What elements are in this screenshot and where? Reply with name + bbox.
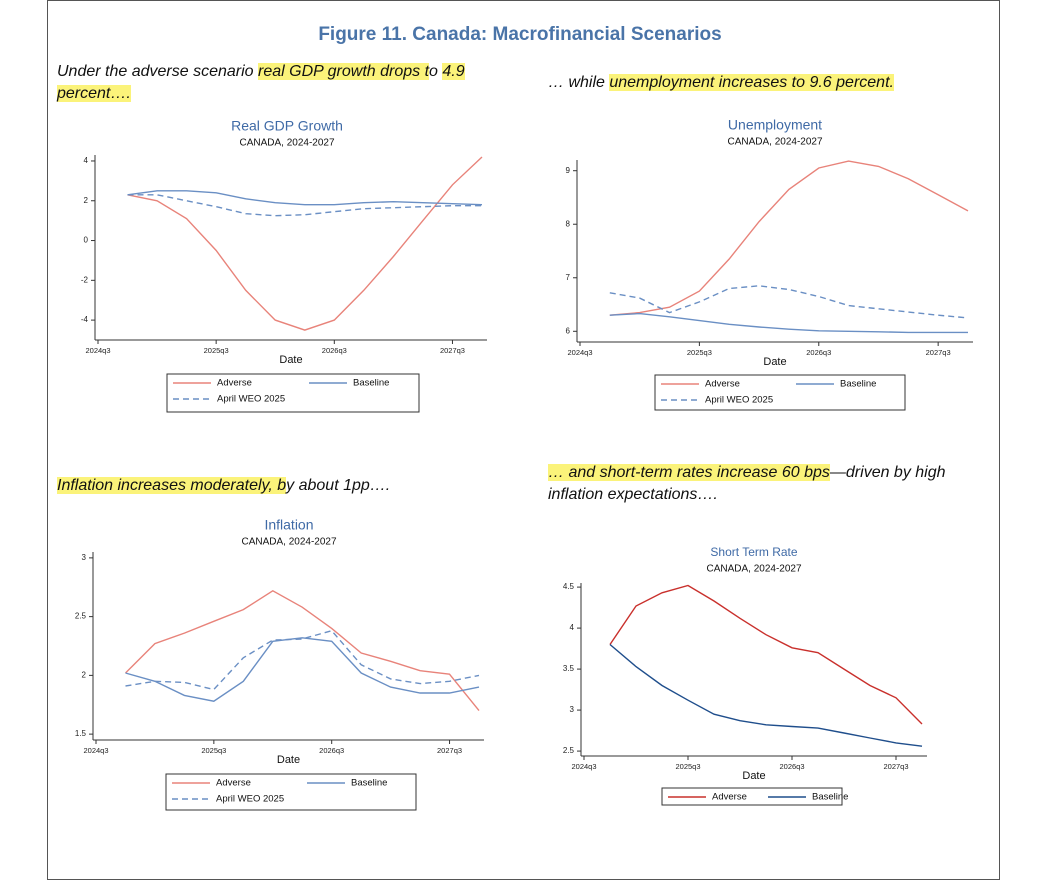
series-line [609,160,969,316]
y-tick-label: 2.5 [75,612,87,621]
x-tick-label: 2026q3 [806,348,831,357]
chart-subtitle: CANADA, 2024-2027 [706,564,801,575]
chart-subtitle: CANADA, 2024-2027 [241,537,336,548]
x-tick-label: 2026q3 [319,746,344,755]
x-tick-label: 2024q3 [83,746,108,755]
series-line [125,589,480,712]
x-tick-label: 2025q3 [675,762,700,771]
legend-label: April WEO 2025 [705,395,773,406]
caption: … and short-term rates increase 60 bps—d… [548,462,968,506]
legend-box [654,374,906,411]
caption-segment: … while [548,74,610,91]
x-tick-label: 2027q3 [437,746,462,755]
x-tick-label: 2025q3 [201,746,226,755]
y-tick-label: 9 [566,166,571,175]
y-tick-label: 8 [566,219,571,228]
series-line [609,285,969,319]
y-tick-label: 2 [82,670,87,679]
caption-segment: Under the adverse scenario [57,63,258,80]
figure-title: Figure 11. Canada: Macrofinancial Scenar… [318,24,722,45]
x-tick-label: 2025q3 [204,346,229,355]
caption-segment: real GDP growth drops t [258,63,430,80]
y-tick-label: 2.5 [563,746,575,755]
caption: Under the adverse scenario real GDP grow… [57,61,497,105]
x-tick-label: 2025q3 [687,348,712,357]
x-tick-label: 2024q3 [85,346,110,355]
series-line [127,190,483,206]
series-line [609,312,968,334]
y-tick-label: 7 [566,273,571,282]
legend-label: Baseline [812,792,848,803]
legend-box [165,773,417,811]
legend-label: April WEO 2025 [216,794,284,805]
chart-subtitle: CANADA, 2024-2027 [239,138,334,149]
legend-label: Baseline [351,778,387,789]
caption-segment: … and short-term rates increase 60 bps [548,464,830,481]
series-line [609,643,923,747]
series-line [125,629,480,691]
x-tick-label: 2027q3 [883,762,908,771]
y-tick-label: -4 [81,315,89,324]
x-tick-label: 2026q3 [322,346,347,355]
y-tick-label: 3.5 [563,664,575,673]
legend-box [661,787,843,806]
chart-title: Unemployment [728,117,822,133]
legend-label: Baseline [840,379,876,390]
x-tick-label: 2027q3 [926,348,951,357]
chart-title: Inflation [264,517,313,533]
y-tick-label: 3 [570,705,575,714]
legend-label: Adverse [216,778,251,789]
caption-segment: —driven by high inflation expectations…. [548,464,946,503]
y-tick-label: 4 [84,156,89,165]
y-tick-label: -2 [81,275,89,284]
legend-label: Adverse [217,378,252,389]
caption: … while unemployment increases to 9.6 pe… [548,72,988,94]
series-line [127,156,483,331]
chart-subtitle: CANADA, 2024-2027 [727,137,822,148]
chart-title: Real GDP Growth [231,118,343,134]
series-line [125,637,480,702]
x-tick-label: 2024q3 [571,762,596,771]
x-tick-label: 2024q3 [567,348,592,357]
y-tick-label: 0 [84,236,89,245]
x-axis-label: Date [742,770,765,782]
y-tick-label: 3 [82,553,87,562]
caption-segment: o [429,63,443,80]
y-tick-label: 6 [566,326,571,335]
y-tick-label: 1.5 [75,729,87,738]
caption-segment: Inflation increases moderately, b [57,477,287,494]
x-axis-label: Date [277,754,300,766]
x-axis-label: Date [279,354,302,366]
legend-box [166,373,420,413]
legend-label: Baseline [353,378,389,389]
caption-segment: unemployment increases to 9.6 percent. [609,74,894,91]
legend-label: Adverse [705,379,740,390]
caption-segment: y about 1pp…. [286,477,391,494]
x-tick-label: 2026q3 [779,762,804,771]
y-tick-label: 2 [84,196,89,205]
y-tick-label: 4.5 [563,582,575,591]
caption: Inflation increases moderately, by about… [57,475,497,497]
x-tick-label: 2027q3 [440,346,465,355]
x-axis-label: Date [763,356,786,368]
chart-title: Short Term Rate [710,545,797,559]
legend-label: April WEO 2025 [217,394,285,405]
y-tick-label: 4 [570,623,575,632]
legend-label: Adverse [712,792,747,803]
series-line [609,584,923,725]
